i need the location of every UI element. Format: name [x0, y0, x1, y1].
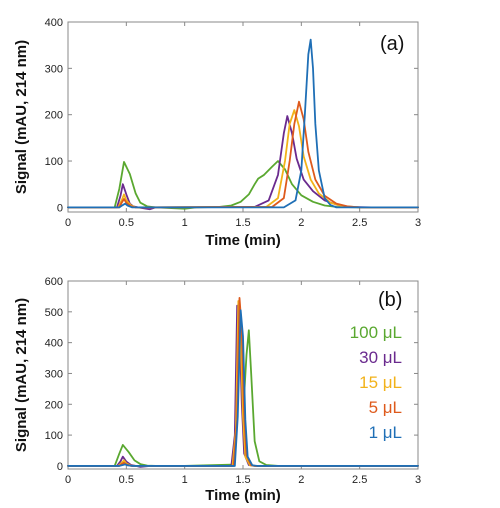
y-tick-label: 300 — [45, 63, 63, 75]
panel-label: (a) — [380, 33, 404, 55]
x-tick-label: 2.5 — [352, 217, 367, 229]
y-tick-label: 500 — [45, 307, 63, 319]
x-tick-label: 1.5 — [235, 474, 250, 486]
series-line-yellow — [67, 109, 419, 209]
series-line-purple — [67, 115, 419, 211]
series-line-blue — [67, 38, 419, 209]
x-tick-label: 2.5 — [352, 474, 367, 486]
y-tick-label: 200 — [45, 399, 63, 411]
y-tick-label: 400 — [45, 17, 63, 29]
legend-entry: 5 μL — [369, 398, 402, 417]
series-line-green — [67, 160, 419, 210]
x-tick-label: 2 — [298, 474, 304, 486]
y-tick-label: 100 — [45, 430, 63, 442]
x-tick-label: 0 — [65, 217, 71, 229]
x-tick-label: 0 — [65, 474, 71, 486]
y-axis-label: Signal (mAU, 214 nm) — [13, 298, 30, 452]
x-tick-label: 1.5 — [235, 217, 250, 229]
y-tick-label: 300 — [45, 368, 63, 380]
legend-entry: 100 μL — [350, 323, 402, 342]
x-tick-label: 0.5 — [119, 217, 134, 229]
x-tick-label: 1 — [182, 474, 188, 486]
panel-b-chart: 0 0.5 1 1.5 2 2.5 3 0 100 200 300 400 500 600 Time (mi… — [13, 276, 421, 504]
x-tick-label: 2 — [298, 217, 304, 229]
y-tick-label: 600 — [45, 276, 63, 288]
x-tick-label: 3 — [415, 474, 421, 486]
x-tick-label: 3 — [415, 217, 421, 229]
y-tick-label: 400 — [45, 338, 63, 350]
x-axis-label: Time (min) — [205, 232, 281, 249]
series-line-orange — [67, 100, 419, 209]
y-axis-label: Signal (mAU, 214 nm) — [13, 40, 30, 194]
legend-entry: 30 μL — [359, 348, 402, 367]
panel-a-chart: 0 0.5 1 1.5 2 2.5 3 0 100 200 300 400 Time (min) Sign… — [13, 17, 421, 249]
x-tick-label: 1 — [182, 217, 188, 229]
panel-label: (b) — [378, 289, 402, 311]
y-tick-label: 100 — [45, 156, 63, 168]
legend-entry: 1 μL — [369, 423, 402, 442]
series-line-blue — [67, 309, 419, 467]
x-tick-label: 0.5 — [119, 474, 134, 486]
y-tick-label: 0 — [57, 202, 63, 214]
legend-entry: 15 μL — [359, 373, 402, 392]
y-tick-label: 200 — [45, 110, 63, 122]
y-tick-label: 0 — [57, 461, 63, 473]
x-axis-label: Time (min) — [205, 487, 281, 504]
